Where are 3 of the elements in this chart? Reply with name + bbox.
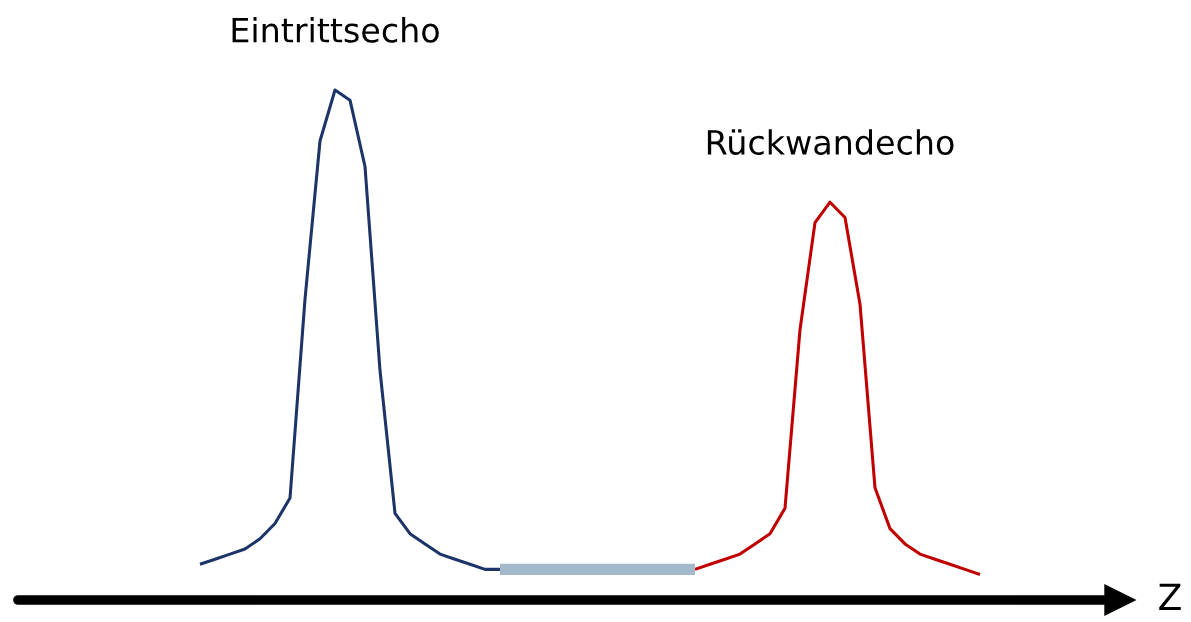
- x-axis-title: Z: [1159, 583, 1181, 610]
- text: Eintrittsecho: [232, 16, 439, 43]
- annotation: Rückwandecho: [707, 129, 954, 155]
